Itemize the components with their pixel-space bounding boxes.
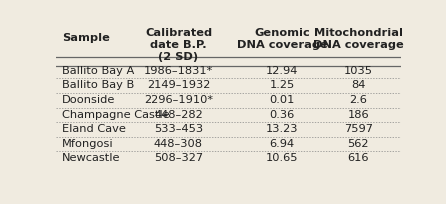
Text: 1.25: 1.25	[269, 80, 295, 90]
Text: 6.94: 6.94	[269, 139, 295, 149]
Text: 84: 84	[351, 80, 365, 90]
Text: Ballito Bay B: Ballito Bay B	[62, 80, 134, 90]
Text: Ballito Bay A: Ballito Bay A	[62, 66, 134, 76]
Text: Genomic
DNA coverage: Genomic DNA coverage	[237, 28, 327, 50]
Text: 616: 616	[347, 153, 369, 163]
Text: Mfongosi: Mfongosi	[62, 139, 114, 149]
Text: 2296–1910*: 2296–1910*	[144, 95, 213, 105]
Text: Doonside: Doonside	[62, 95, 116, 105]
Text: 562: 562	[347, 139, 369, 149]
Text: 13.23: 13.23	[266, 124, 298, 134]
Text: 0.01: 0.01	[269, 95, 295, 105]
Text: 10.65: 10.65	[266, 153, 298, 163]
Text: 12.94: 12.94	[266, 66, 298, 76]
Text: 186: 186	[347, 110, 369, 120]
Text: Calibrated
date B.P.
(2 SD): Calibrated date B.P. (2 SD)	[145, 28, 212, 62]
Text: 2149–1932: 2149–1932	[147, 80, 210, 90]
Text: 508–327: 508–327	[154, 153, 203, 163]
Text: 1986–1831*: 1986–1831*	[144, 66, 213, 76]
Text: 1035: 1035	[344, 66, 373, 76]
Text: Eland Cave: Eland Cave	[62, 124, 126, 134]
Text: Champagne Castle: Champagne Castle	[62, 110, 169, 120]
Text: 2.6: 2.6	[349, 95, 367, 105]
Text: 0.36: 0.36	[269, 110, 295, 120]
Text: Newcastle: Newcastle	[62, 153, 120, 163]
Text: 448–308: 448–308	[154, 139, 203, 149]
Text: 533–453: 533–453	[154, 124, 203, 134]
Text: Mitochondrial
DNA coverage: Mitochondrial DNA coverage	[313, 28, 404, 50]
Text: 7597: 7597	[344, 124, 373, 134]
Text: 448–282: 448–282	[154, 110, 203, 120]
Text: Sample: Sample	[62, 33, 110, 43]
